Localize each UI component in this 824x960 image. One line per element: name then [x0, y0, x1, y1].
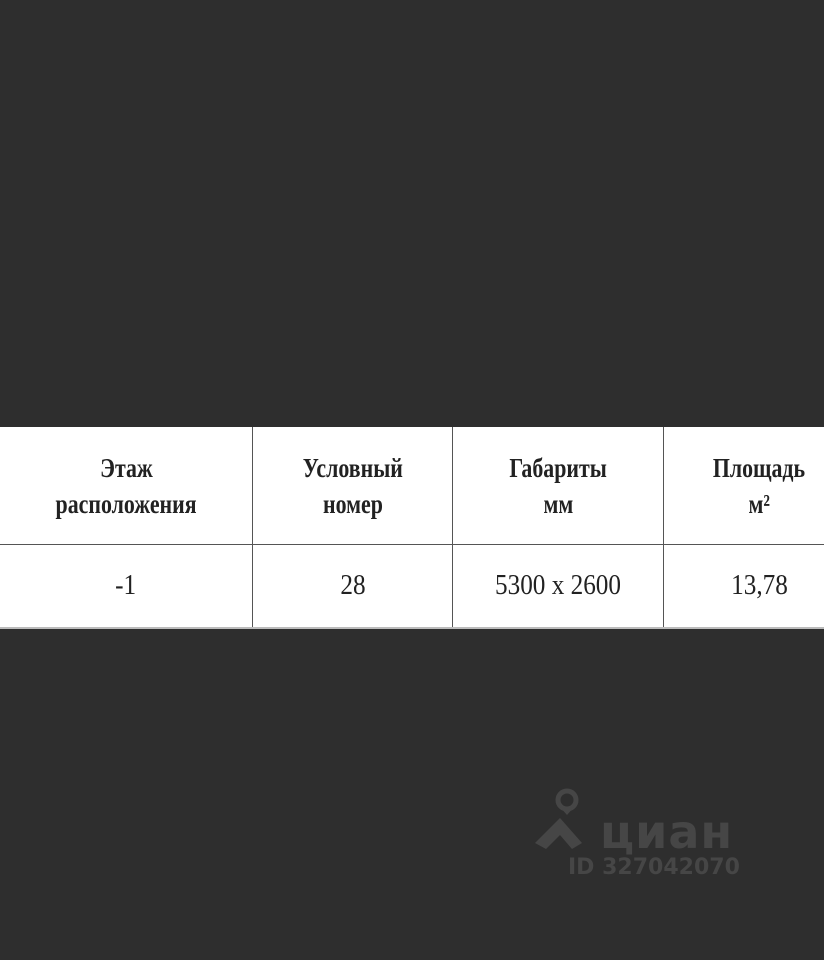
header-floor: Этаж расположения [0, 427, 253, 545]
header-dimensions: Габариты мм [453, 427, 664, 545]
table-cell-floor: -1 [0, 545, 253, 627]
table-cell-dimensions: 5300 x 2600 [453, 545, 664, 627]
parking-spec-table: Этаж расположения Условный номер Габариты м… [0, 427, 824, 629]
header-area: Площадь м² [664, 427, 824, 545]
header-number: Условный номер [253, 427, 453, 545]
table-cell-number: 28 [253, 545, 453, 627]
watermark-id: ID 327042070 [568, 855, 740, 880]
watermark-brand: циан [600, 805, 734, 859]
cian-logo-icon [535, 788, 582, 849]
table-cell-area: 13,78 [730, 570, 788, 601]
